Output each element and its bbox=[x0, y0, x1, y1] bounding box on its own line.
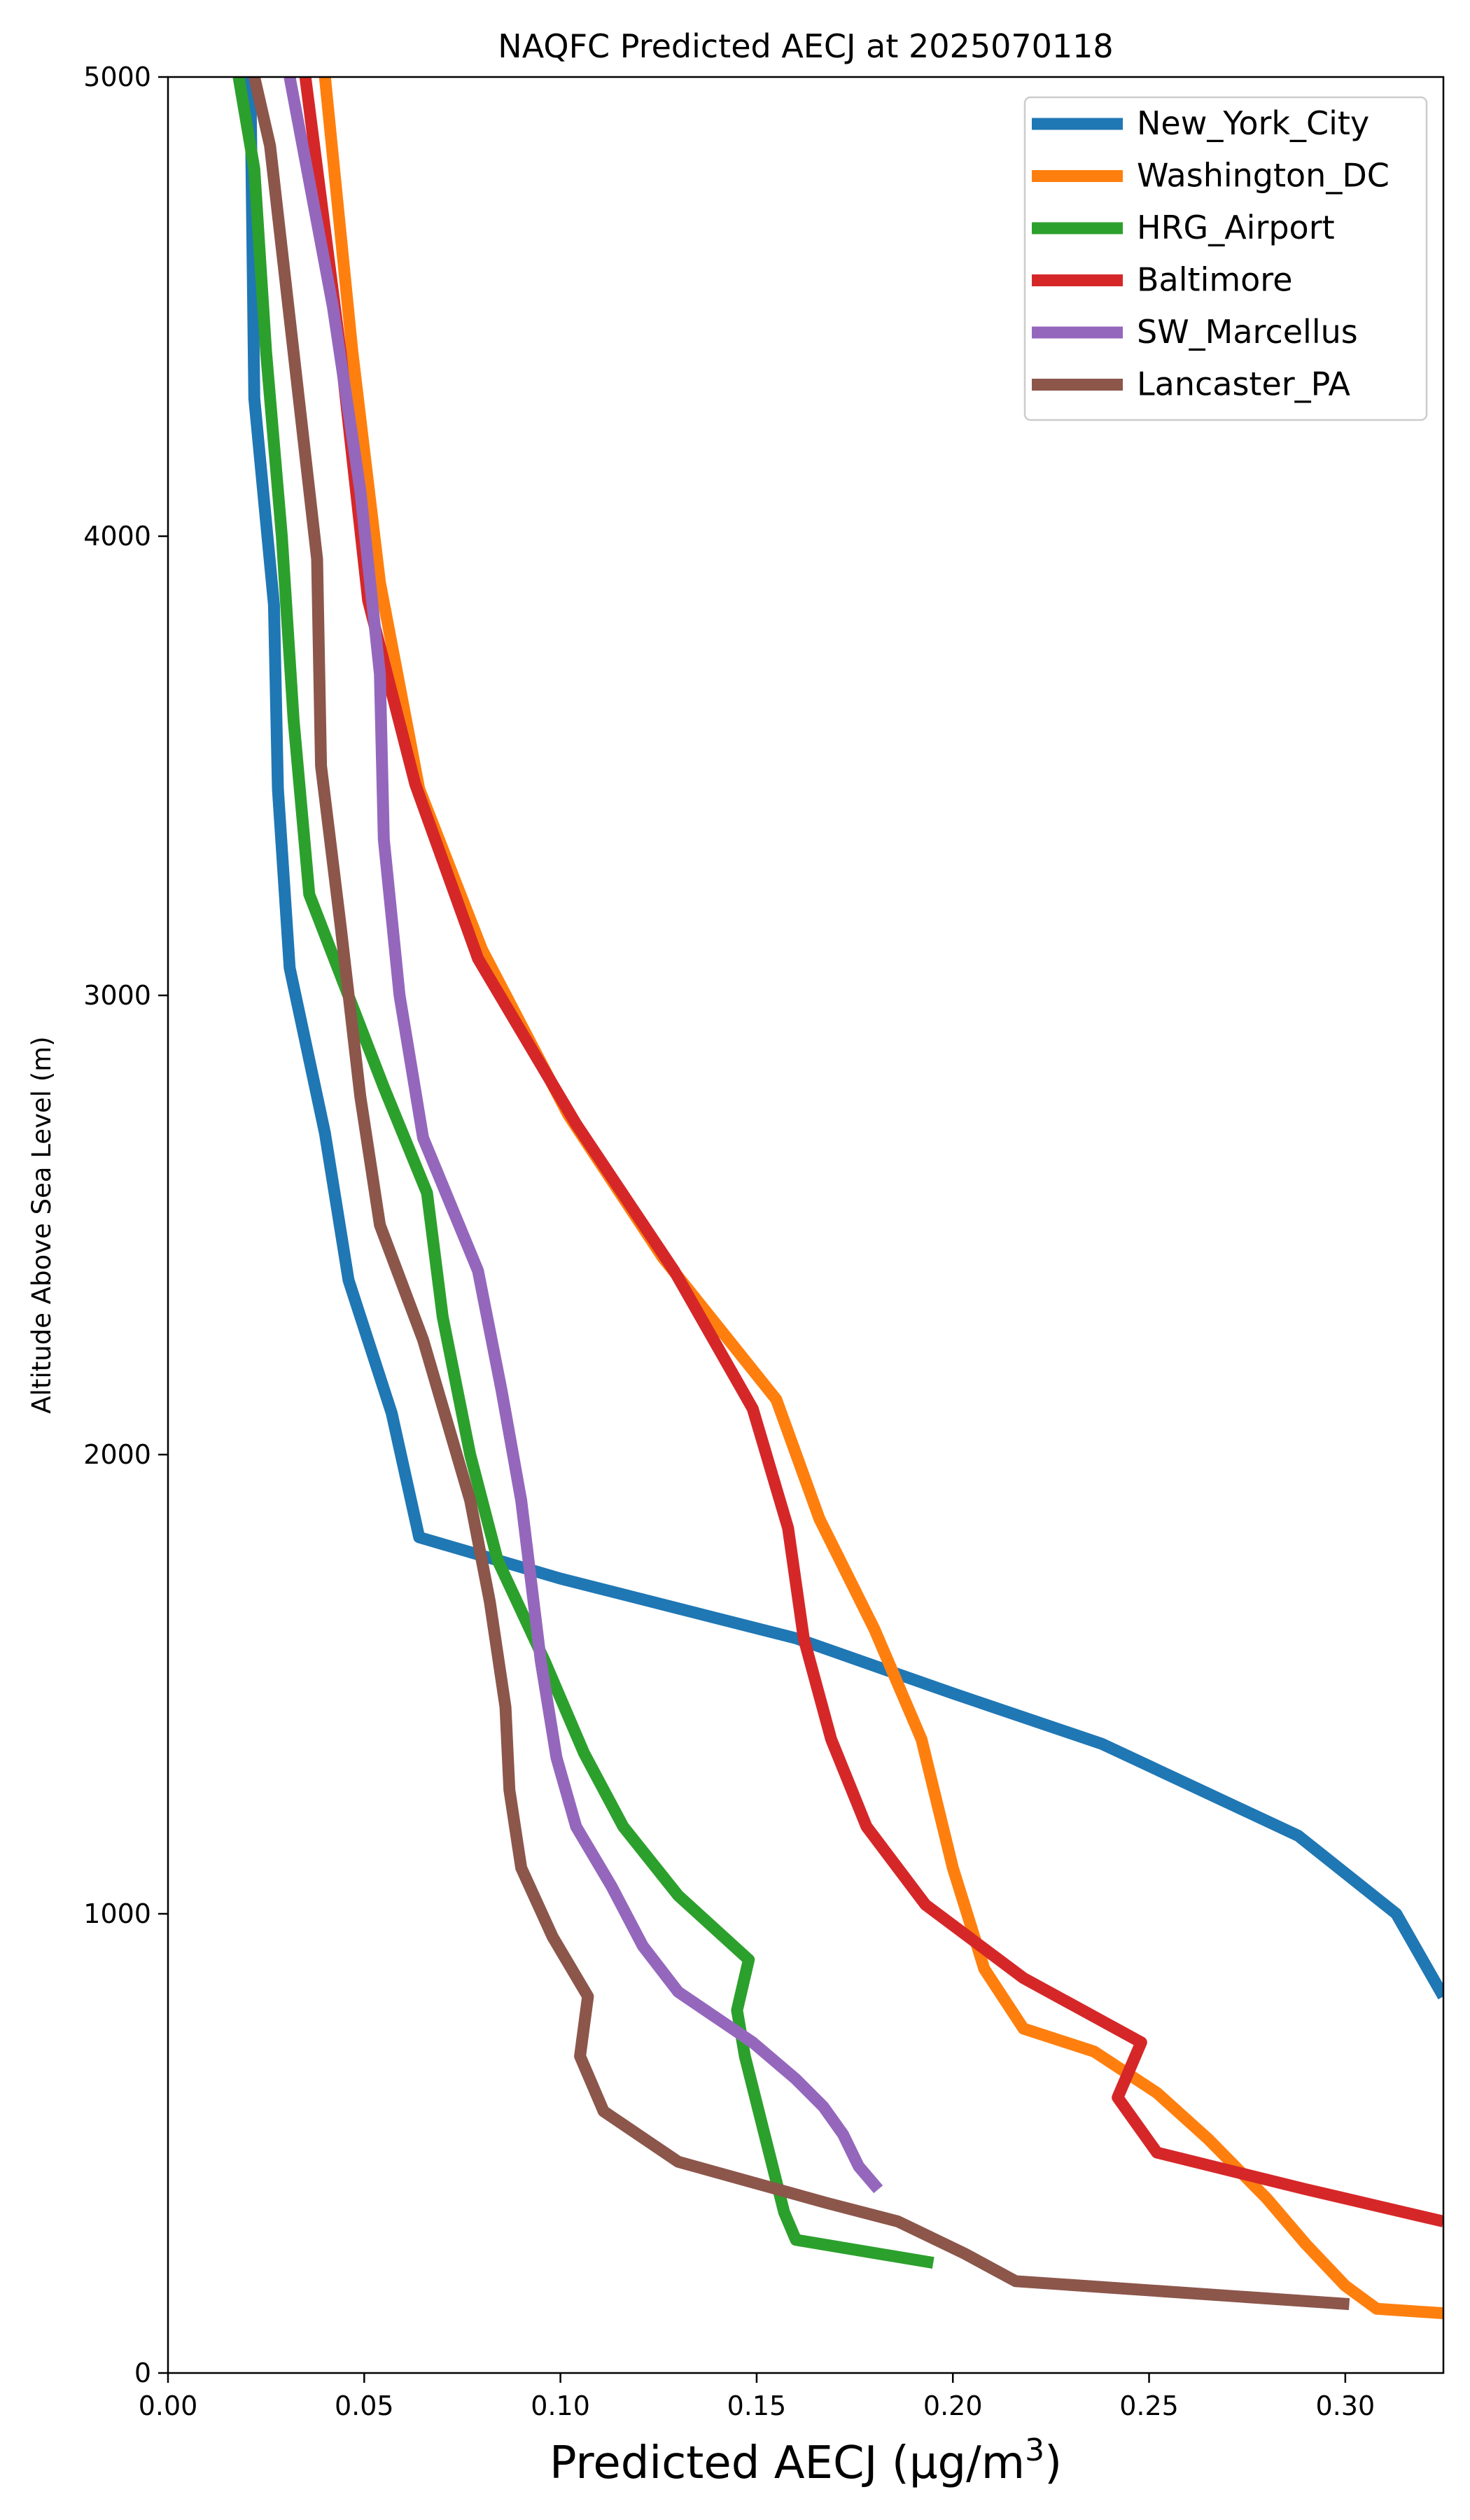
legend-label: New_York_City bbox=[1137, 104, 1369, 142]
x-axis-label: Predicted AECJ (μg/m3) bbox=[550, 2432, 1062, 2490]
x-tick-label: 0.25 bbox=[1119, 2390, 1179, 2421]
y-axis-label: Altitude Above Sea Level (m) bbox=[27, 1036, 57, 1413]
y-tick-label: 2000 bbox=[83, 1439, 151, 1470]
series-line-Baltimore bbox=[299, 77, 1443, 2227]
y-tick-label: 4000 bbox=[83, 521, 151, 552]
x-tick-label: 0.10 bbox=[531, 2390, 590, 2421]
x-tick-label: 0.20 bbox=[923, 2390, 983, 2421]
x-axis-ticks: 0.00 0.05 0.10 0.15 0.20 0.25 0.30 bbox=[139, 2373, 1375, 2421]
legend-label: Baltimore bbox=[1137, 261, 1293, 299]
x-tick-label: 0.05 bbox=[335, 2390, 394, 2421]
y-tick-label: 0 bbox=[134, 2358, 151, 2388]
series-line-SW_Marcellus bbox=[284, 77, 883, 2194]
x-tick-label: 0.00 bbox=[139, 2390, 198, 2421]
y-axis-ticks: 0 1000 2000 3000 4000 5000 bbox=[83, 62, 168, 2388]
legend: New_York_City Washington_DC HRG_Airport Bal… bbox=[1023, 96, 1428, 421]
chart-title: NAQFC Predicted AECJ at 2025070118 bbox=[498, 27, 1113, 65]
series-layer bbox=[232, 77, 1443, 2320]
legend-label: Washington_DC bbox=[1137, 157, 1390, 195]
series-line-New_York_City bbox=[244, 77, 1443, 2000]
legend-box bbox=[1023, 96, 1428, 421]
y-tick-label: 5000 bbox=[83, 62, 151, 92]
legend-label: SW_Marcellus bbox=[1137, 313, 1358, 351]
legend-label: HRG_Airport bbox=[1137, 209, 1335, 246]
y-tick-label: 3000 bbox=[83, 980, 151, 1011]
plot-frame bbox=[167, 76, 1445, 2374]
series-line-HRG_Airport bbox=[232, 77, 934, 2269]
x-tick-label: 0.30 bbox=[1316, 2390, 1376, 2421]
x-tick-label: 0.15 bbox=[727, 2390, 787, 2421]
y-tick-label: 1000 bbox=[83, 1898, 151, 1929]
series-line-Lancaster_PA bbox=[248, 77, 1350, 2311]
legend-label: Lancaster_PA bbox=[1137, 365, 1350, 403]
